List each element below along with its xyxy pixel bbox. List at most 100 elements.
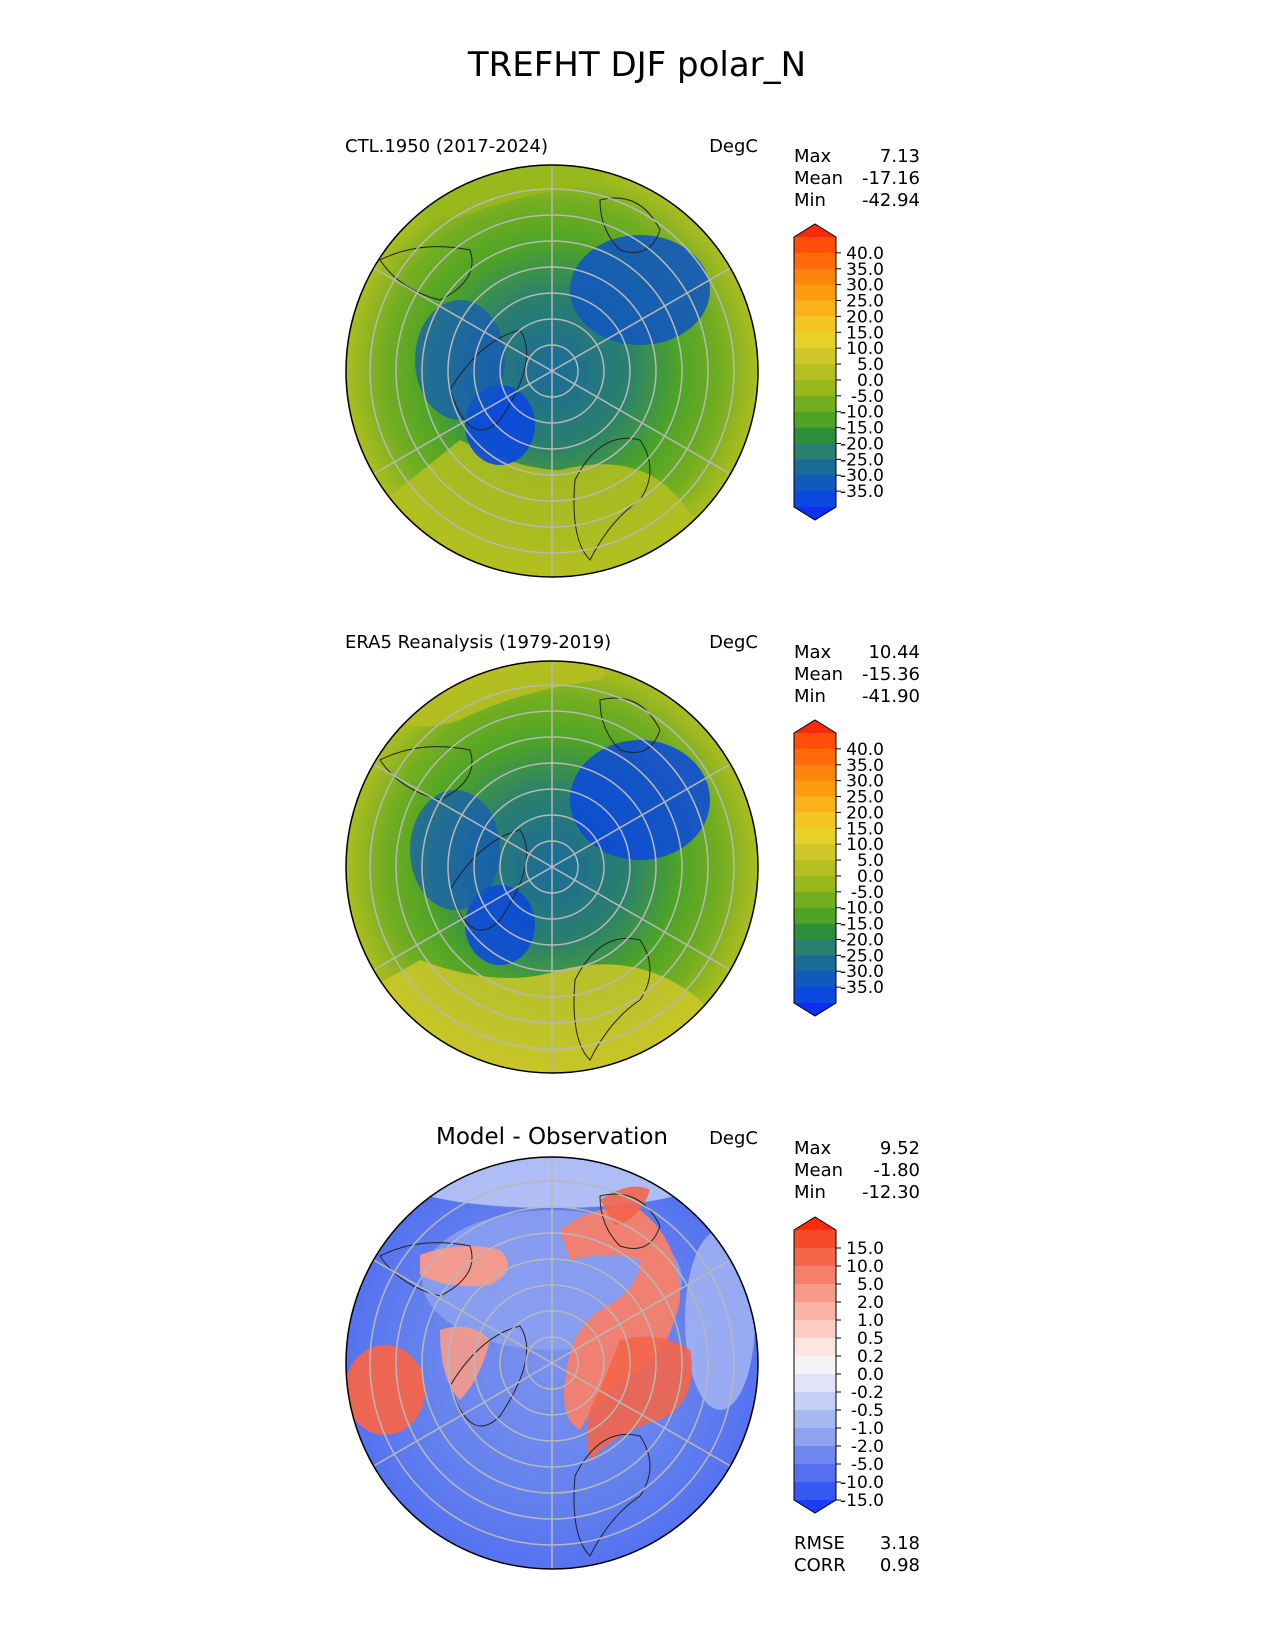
colorbar-band (794, 268, 836, 286)
colorbar-band (794, 764, 836, 782)
positive-region (600, 1186, 650, 1225)
positive-region (346, 1345, 425, 1435)
colorbar-band (794, 891, 836, 909)
colorbar-tick-label: 25.0 (846, 788, 884, 808)
colorbar-extend-min (794, 507, 836, 520)
colorbar-extend-max (794, 720, 836, 733)
polar-map (346, 165, 758, 577)
colorbar-band (794, 475, 836, 492)
colorbar-band (794, 364, 836, 381)
colorbar-band (794, 780, 836, 798)
colorbar-tick-label: -35.0 (840, 978, 884, 998)
positive-region (586, 1336, 692, 1460)
colorbar-band (794, 1266, 836, 1285)
colorbar-band (794, 875, 836, 893)
polar-map (346, 1157, 758, 1569)
stat-label: RMSE (794, 1533, 845, 1554)
colorbar-tick-label: 0.0 (857, 1365, 884, 1385)
cold-region (410, 790, 500, 910)
colorbar-band (794, 1302, 836, 1321)
colorbar-band (794, 332, 836, 349)
colorbar-outline (793, 223, 837, 521)
colorbar-band (794, 955, 836, 972)
colorbar-tick-label: -20.0 (840, 930, 884, 950)
colorbar-tick-label: 0.5 (857, 1329, 884, 1349)
colorbar-band (794, 411, 836, 429)
panel-difference: Model - Observation DegC (345, 1124, 920, 1576)
colorbar-band (794, 828, 836, 845)
stat-value: -17.16 (862, 168, 920, 189)
panel-center-title: Model - Observation (436, 1124, 668, 1150)
stat-value: -12.30 (862, 1182, 920, 1203)
stat-value: -15.36 (862, 664, 920, 685)
colorbar-tick-label: -20.0 (840, 434, 884, 454)
cold-region (415, 300, 505, 420)
colorbar-tick-label: -25.0 (840, 946, 884, 966)
colorbar: 40.035.030.025.020.015.010.05.00.0-5.0-1… (793, 719, 884, 1017)
colorbar-band (794, 1356, 836, 1375)
stat-value: 10.44 (868, 642, 920, 663)
colorbar-tick-label: -10.0 (840, 403, 884, 423)
colorbar-tick-label: 0.0 (857, 371, 884, 391)
figure-title: TREFHT DJF polar_N (467, 45, 806, 85)
colorbar-band (794, 907, 836, 925)
colorbar-band (794, 844, 836, 861)
stat-value: 0.98 (880, 1555, 920, 1576)
colorbar-tick-label: 35.0 (846, 260, 884, 280)
colorbar-band (794, 1248, 836, 1267)
stat-label: Max (794, 642, 832, 663)
colorbar-band (794, 379, 836, 397)
colorbar-tick-label: -0.2 (851, 1383, 884, 1403)
coastline (379, 697, 661, 1061)
colorbar-band (794, 1230, 836, 1249)
colorbar-tick-label: 1.0 (857, 1311, 884, 1331)
colorbar-band (794, 1464, 836, 1483)
map-boundary (345, 1156, 759, 1570)
colorbar-tick-label: -15.0 (840, 419, 884, 439)
colorbar-tick-label: 5.0 (857, 355, 884, 375)
colorbar-tick-label: 25.0 (846, 292, 884, 312)
colorbar-extend-min (794, 1003, 836, 1016)
colorbar-tick-label: -25.0 (840, 450, 884, 470)
colorbar-tick-label: 5.0 (857, 1275, 884, 1295)
colorbar-band (794, 971, 836, 988)
stat-label: Min (794, 1182, 826, 1203)
colorbar-tick-label: 0.2 (857, 1347, 884, 1367)
panel-units: DegC (709, 1128, 758, 1149)
colorbar-tick-label: 15.0 (846, 819, 884, 839)
colorbar-band (794, 939, 836, 956)
colorbar-band (794, 459, 836, 476)
stat-label: Max (794, 146, 832, 167)
map-boundary (345, 164, 759, 578)
coastline (379, 1193, 661, 1557)
colorbar-tick-label: 30.0 (846, 772, 884, 792)
stats-box: Max 7.13 Mean -17.16 Min -42.94 (794, 146, 920, 211)
panel-observation: ERA5 Reanalysis (1979-2019) DegC Max 10.… (345, 632, 920, 1074)
colorbar-band (794, 1410, 836, 1429)
colorbar-band (794, 1320, 836, 1339)
colorbar-tick-label: 0.0 (857, 867, 884, 887)
graticule (369, 661, 735, 1073)
colorbar: 15.010.05.02.01.00.50.20.0-0.2-0.5-1.0-2… (793, 1216, 884, 1514)
colorbar-tick-label: 2.0 (857, 1293, 884, 1313)
colorbar-band (794, 860, 836, 877)
colorbar-band (794, 491, 836, 508)
colorbar-band (794, 237, 836, 254)
colorbar-band (794, 1374, 836, 1393)
colorbar-tick-label: 15.0 (846, 1239, 884, 1259)
colorbar-tick-label: -5.0 (851, 387, 884, 407)
panel-units: DegC (709, 632, 758, 653)
stat-value: -1.80 (873, 1160, 920, 1181)
colorbar-tick-label: 40.0 (846, 740, 884, 760)
colorbar-extend-max (794, 224, 836, 237)
stat-value: 3.18 (880, 1533, 920, 1554)
colorbar-band (794, 316, 836, 333)
colorbar-tick-label: -10.0 (840, 1473, 884, 1493)
colorbar-tick-label: 20.0 (846, 307, 884, 327)
colorbar-tick-label: -5.0 (851, 1455, 884, 1475)
stat-value: 7.13 (880, 146, 920, 167)
colorbar-band (794, 1482, 836, 1501)
colorbar-tick-label: -10.0 (840, 899, 884, 919)
colorbar-tick-label: 10.0 (846, 835, 884, 855)
